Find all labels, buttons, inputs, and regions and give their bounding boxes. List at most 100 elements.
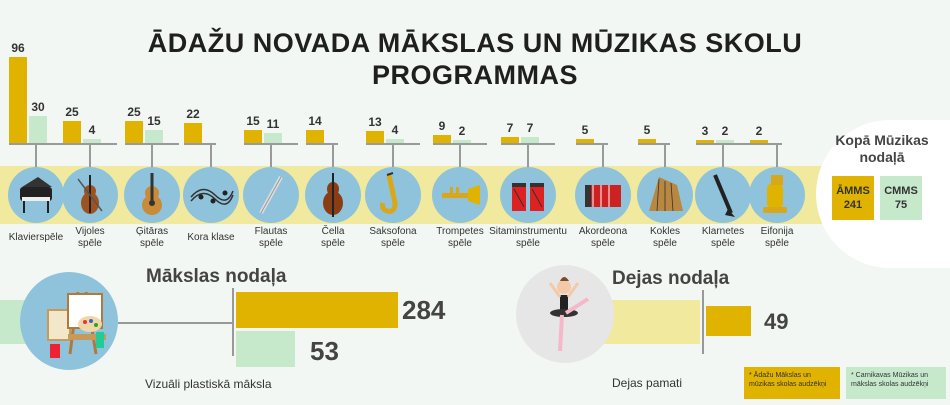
bar-cmms-sitaminstrumentu-sp-le: [521, 136, 539, 143]
baseline-kokles-sp-le: [638, 143, 670, 145]
connector-vijoles-sp-le: [89, 143, 91, 168]
value-amms-klarnetes-sp-le: 3: [701, 124, 709, 138]
euphonium-icon: [763, 175, 787, 213]
value-amms-trompetes-sp-le: 9: [438, 118, 446, 133]
baseline-kora-klase: [184, 143, 216, 145]
bar-amms-vijoles-sp-le: [63, 120, 81, 143]
value-cmms-vijoles-sp-le: 4: [88, 123, 96, 138]
baseline-akordeona-sp-le: [576, 143, 608, 145]
instrument-circle--it-ras-sp-le: [124, 167, 180, 223]
instrument-label--it-ras-sp-le: Ģitāras spēle: [135, 226, 169, 249]
bar-amms-kora-klase: [184, 123, 202, 143]
page-title-line1: ĀDAŽU NOVADA MĀKSLAS UN MŪZIKAS SKOLU: [147, 28, 803, 58]
value-amms-kora-klase: 22: [186, 107, 200, 122]
value-cmms-sitaminstrumentu-sp-le: 7: [526, 120, 534, 135]
art-caption: Vizuāli plastiskā māksla: [145, 377, 272, 391]
art-connector: [118, 322, 232, 324]
bar-amms-trompetes-sp-le: [433, 134, 451, 143]
connector-saksofona-sp-le: [392, 143, 394, 168]
drums-icon: [512, 183, 544, 211]
instrument-label-vijoles-sp-le: Vijoles spēle: [75, 226, 105, 249]
bar-amms--it-ras-sp-le: [125, 120, 143, 143]
connector-klaviersp-le: [35, 143, 37, 168]
dance-amms-value: 49: [764, 309, 789, 334]
instrument-label-saksofona-sp-le: Saksofona spēle: [369, 226, 417, 249]
music-notes-icon: [190, 188, 234, 205]
baseline-trompetes-sp-le: [433, 143, 487, 145]
page-title-line2: PROGRAMMAS: [372, 60, 578, 90]
baseline-flautas-sp-le: [244, 143, 298, 145]
value-amms--it-ras-sp-le: 25: [127, 104, 141, 119]
bar-cmms-klarnetes-sp-le: [716, 140, 734, 143]
bar-amms--ella-sp-le: [306, 130, 324, 143]
baseline-sitaminstrumentu-sp-le: [501, 143, 555, 145]
bar-cmms--it-ras-sp-le: [145, 129, 163, 143]
summary-cmms-label: CMMS: [884, 185, 918, 197]
value-cmms-klaviersp-le: 30: [31, 100, 45, 115]
value-cmms-saksofona-sp-le: 4: [391, 123, 399, 138]
kokle-icon: [649, 177, 683, 212]
value-cmms-flautas-sp-le: 11: [266, 117, 280, 132]
instrument-label-sitaminstrumentu-sp-le: Sitaminstrumentu spēle: [489, 226, 567, 249]
guitar-icon: [142, 173, 162, 215]
instrument-circle-flautas-sp-le: [243, 167, 299, 223]
cello-icon: [323, 173, 343, 217]
summary-title: Kopā Mūzikas nodaļā: [835, 132, 929, 165]
dance-caption: Dejas pamati: [612, 376, 683, 390]
bar-amms-eifonija-sp-le: [750, 140, 768, 143]
instrument-label-trompetes-sp-le: Trompetes spēle: [436, 226, 484, 249]
baseline-vijoles-sp-le: [63, 143, 117, 145]
violin-icon: [77, 175, 103, 214]
art-cmms-value: 53: [310, 336, 339, 366]
instrument-circle-saksofona-sp-le: [365, 167, 421, 223]
instrument-label-eifonija-sp-le: Eifonija spēle: [760, 226, 794, 249]
instrument-circle--ella-sp-le: [305, 167, 361, 223]
value-amms-akordeona-sp-le: 5: [581, 122, 589, 137]
connector-akordeona-sp-le: [602, 143, 604, 168]
dance-circle: [516, 265, 614, 363]
instrument-circle-klaviersp-le: [8, 167, 64, 223]
connector-eifonija-sp-le: [776, 143, 778, 168]
summary-amms-box: ĀMMS 241: [832, 176, 874, 220]
flute-icon: [259, 176, 283, 214]
trumpet-icon: [442, 185, 480, 205]
bar-amms-klaviersp-le: [9, 57, 27, 143]
instrument-label-flautas-sp-le: Flautas spēle: [254, 226, 288, 249]
instrument-label-klaviersp-le: Klavierspēle: [8, 232, 64, 243]
bar-amms-saksofona-sp-le: [366, 131, 384, 143]
instrument-label-klarnetes-sp-le: Klarnetes spēle: [701, 226, 745, 249]
instrument-circle-akordeona-sp-le: [575, 167, 631, 223]
bar-cmms-vijoles-sp-le: [83, 139, 101, 143]
bar-cmms-klaviersp-le: [29, 116, 47, 143]
baseline--it-ras-sp-le: [125, 143, 179, 145]
value-amms-kokles-sp-le: 5: [643, 122, 651, 137]
value-amms--ella-sp-le: 14: [308, 114, 322, 129]
instrument-label--ella-sp-le: Čella spēle: [321, 226, 345, 249]
bar-amms-kokles-sp-le: [638, 138, 656, 143]
art-section-title: Mākslas nodaļa: [146, 266, 287, 287]
baseline-klarnetes-sp-le: [696, 143, 750, 145]
connector--it-ras-sp-le: [151, 143, 153, 168]
dance-axis: [702, 290, 704, 354]
dance-band: [604, 300, 700, 344]
bar-cmms-trompetes-sp-le: [453, 140, 471, 143]
connector-klarnetes-sp-le: [722, 143, 724, 168]
easel-icon: [47, 291, 106, 358]
instrument-circle-sitaminstrumentu-sp-le: [500, 167, 556, 223]
summary-cmms-value: 75: [894, 199, 908, 211]
connector-kokles-sp-le: [664, 143, 666, 168]
value-amms-eifonija-sp-le: 2: [755, 124, 763, 138]
value-amms-klaviersp-le: 96: [11, 41, 25, 55]
bar-cmms-flautas-sp-le: [264, 133, 282, 143]
legend-amms: * Ādažu Mākslas un mūzikas skolas audzēk…: [744, 367, 840, 399]
art-circle: [20, 272, 118, 370]
dance-amms-bar: [706, 306, 751, 336]
bar-amms-akordeona-sp-le: [576, 138, 594, 143]
bar-amms-sitaminstrumentu-sp-le: [501, 136, 519, 143]
piano-icon: [20, 177, 52, 213]
instrument-circle-kora-klase: [183, 167, 239, 223]
value-amms-sitaminstrumentu-sp-le: 7: [506, 120, 514, 135]
value-cmms-klarnetes-sp-le: 2: [721, 124, 729, 138]
clarinet-icon: [713, 174, 735, 217]
legend-cmms: * Carnikavas Mūzikas un mākslas skolas a…: [846, 367, 946, 399]
